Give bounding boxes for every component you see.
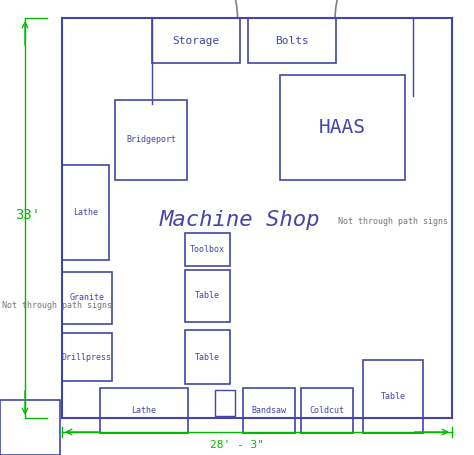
Text: HAAS: HAAS [319,118,366,137]
Text: Drillpress: Drillpress [62,353,112,362]
Text: Not through path signs: Not through path signs [2,300,112,309]
Bar [363,360,423,433]
Text: Toolbox: Toolbox [190,245,225,254]
Text: Bandsaw: Bandsaw [252,406,286,415]
Bar [115,100,187,180]
Text: Bridgeport: Bridgeport [126,136,176,145]
Text: Not through path signs: Not through path signs [338,217,448,227]
Text: 28' - 3": 28' - 3" [210,440,264,450]
Text: 33': 33' [16,208,41,222]
Bar [243,388,295,433]
Bar [248,18,336,63]
Text: Table: Table [381,392,405,401]
Bar [62,333,112,381]
Text: Machine Shop: Machine Shop [160,210,320,230]
Bar [0,400,60,455]
Bar [185,233,230,266]
Text: Coldcut: Coldcut [310,406,345,415]
Bar [185,270,230,322]
Text: Table: Table [195,353,220,362]
Text: Granite: Granite [70,293,104,303]
Bar [62,272,112,324]
Text: Table: Table [195,292,220,300]
Bar [301,388,353,433]
Text: Storage: Storage [173,35,219,46]
Bar [100,388,188,433]
Text: Lathe: Lathe [131,406,156,415]
Bar [185,330,230,384]
Text: Lathe: Lathe [73,208,98,217]
Bar [152,18,240,63]
Bar [215,390,235,416]
Bar [280,75,405,180]
Text: Bolts: Bolts [275,35,309,46]
Bar [62,165,109,260]
